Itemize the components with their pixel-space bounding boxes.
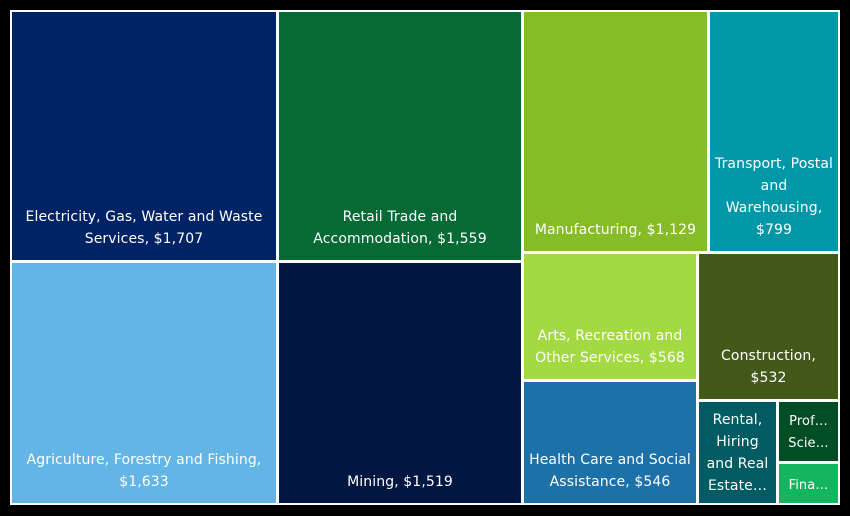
tile-transport-postal-warehousing: Transport, Postal and Warehousing, $799 — [708, 10, 840, 253]
tile-electricity-gas-water-waste: Electricity, Gas, Water and Waste Servic… — [10, 10, 278, 262]
tile-label-electricity-gas-water-waste: Electricity, Gas, Water and Waste Servic… — [25, 209, 263, 247]
tile-label-financial: Fina… — [788, 478, 829, 493]
tile-manufacturing: Manufacturing, $1,129 — [522, 10, 709, 253]
tile-retail-trade-accommodation: Retail Trade and Accommodation, $1,559 — [277, 10, 523, 262]
tile-label-agriculture-forestry-fishing: Agriculture, Forestry and Fishing, $1,63… — [26, 452, 262, 490]
tile-agriculture-forestry-fishing: Agriculture, Forestry and Fishing, $1,63… — [10, 261, 278, 505]
tile-construction: Construction, $532 — [697, 252, 840, 401]
tile-rental-hiring-real-estate: Rental, Hiring and Real Estate… — [697, 400, 778, 505]
tile-health-care-social-assistance: Health Care and Social Assistance, $546 — [522, 380, 698, 505]
tile-financial: Fina… — [777, 462, 840, 505]
tile-arts-recreation-other: Arts, Recreation and Other Services, $56… — [522, 252, 698, 381]
tile-label-transport-postal-warehousing: Transport, Postal and Warehousing, $799 — [714, 156, 834, 238]
tile-label-health-care-social-assistance: Health Care and Social Assistance, $546 — [529, 452, 691, 490]
tile-label-rental-hiring-real-estate: Rental, Hiring and Real Estate… — [706, 412, 769, 494]
tile-label-construction: Construction, $532 — [721, 348, 816, 386]
tile-label-arts-recreation-other: Arts, Recreation and Other Services, $56… — [535, 328, 685, 366]
tile-professional-scientific: Prof… Scie… — [777, 400, 840, 463]
tile-label-manufacturing: Manufacturing, $1,129 — [534, 222, 697, 238]
tile-label-professional-scientific: Prof… Scie… — [788, 414, 829, 451]
tile-mining: Mining, $1,519 — [277, 261, 523, 505]
tile-label-retail-trade-accommodation: Retail Trade and Accommodation, $1,559 — [313, 209, 487, 247]
tile-label-mining: Mining, $1,519 — [347, 474, 453, 490]
